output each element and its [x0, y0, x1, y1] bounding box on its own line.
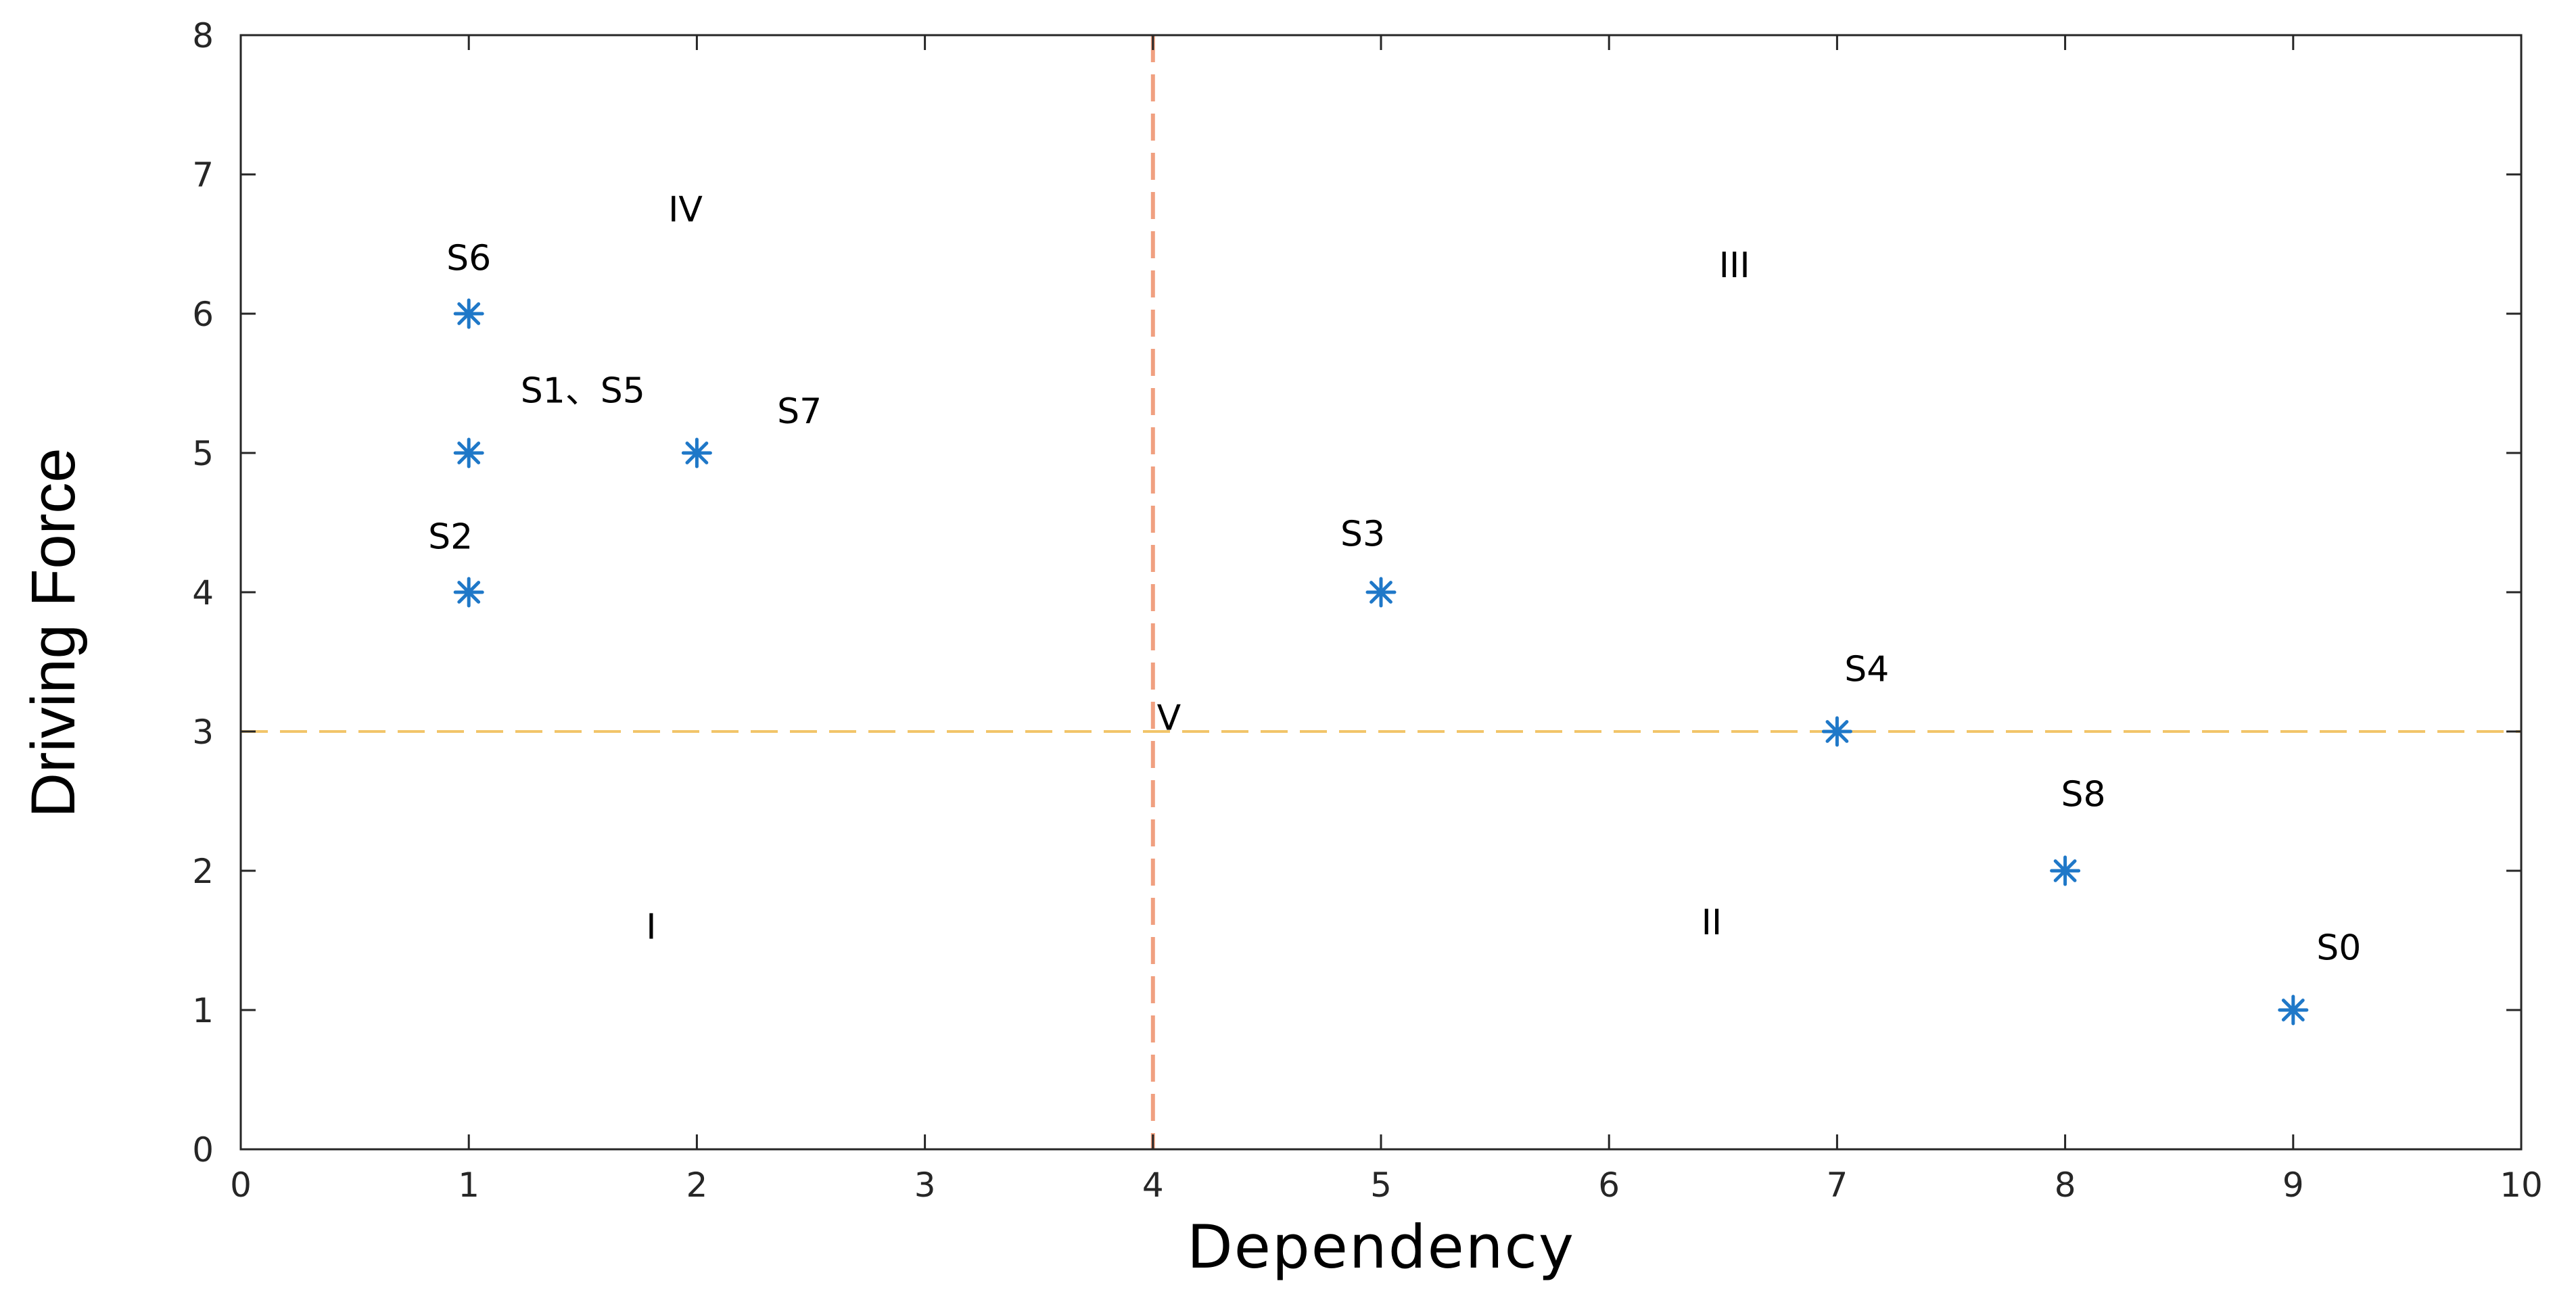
region-label: I — [646, 907, 656, 947]
region-label: III — [1719, 245, 1750, 286]
x-tick-label: 6 — [1598, 1166, 1620, 1205]
point-label: S2 — [428, 517, 473, 558]
y-tick-label: 3 — [192, 713, 214, 752]
data-point — [453, 437, 484, 469]
reference-lines — [241, 35, 2521, 1149]
marker-stroke — [2053, 859, 2077, 882]
point-labels: S6 S1、S5 S7 S2 S3 S4 S8 S0 — [428, 239, 2361, 969]
point-label: S1、S5 — [521, 370, 645, 411]
y-tick-label: 8 — [192, 16, 214, 55]
y-tick-label: 6 — [192, 295, 214, 334]
axis-ticks: 0 1 2 3 4 5 6 7 8 9 10 0 1 2 3 4 5 6 7 8 — [192, 16, 2543, 1205]
y-tick-label: 7 — [192, 155, 214, 195]
data-point — [2050, 855, 2081, 886]
region-label: II — [1702, 903, 1723, 943]
marker-stroke — [457, 302, 481, 325]
marker-stroke — [2281, 999, 2305, 1022]
y-tick-label: 5 — [192, 434, 214, 473]
x-tick-label: 4 — [1142, 1166, 1164, 1205]
marker-stroke — [1369, 581, 1392, 604]
x-tick-label: 9 — [2282, 1166, 2304, 1205]
data-point — [681, 437, 712, 469]
x-tick-label: 5 — [1370, 1166, 1392, 1205]
point-label: S3 — [1340, 514, 1385, 554]
x-tick-label: 3 — [914, 1166, 936, 1205]
point-label: S0 — [2316, 928, 2361, 968]
data-markers — [453, 298, 2309, 1026]
y-tick-label: 2 — [192, 852, 214, 891]
point-label: S6 — [446, 239, 491, 279]
data-point — [1821, 716, 1852, 747]
point-label: S8 — [2061, 775, 2106, 815]
x-tick-label: 7 — [1826, 1166, 1848, 1205]
data-point — [2278, 994, 2309, 1026]
marker-stroke — [1825, 720, 1849, 743]
x-tick-label: 8 — [2055, 1166, 2076, 1205]
region-label: V — [1157, 698, 1181, 738]
y-tick-label: 0 — [192, 1130, 214, 1170]
data-point — [1365, 577, 1397, 608]
x-tick-label: 10 — [2500, 1166, 2543, 1205]
y-tick-label: 1 — [192, 991, 214, 1030]
x-tick-label: 2 — [686, 1166, 707, 1205]
y-tick-label: 4 — [192, 573, 214, 613]
y-axis-label: Driving Force — [19, 448, 88, 817]
marker-stroke — [457, 441, 481, 464]
x-tick-label: 0 — [230, 1166, 252, 1205]
x-tick-label: 1 — [458, 1166, 479, 1205]
marker-stroke — [685, 441, 709, 464]
region-label: IV — [668, 190, 703, 231]
point-label: S4 — [1844, 649, 1889, 690]
x-axis-label: Dependency — [1187, 1212, 1575, 1282]
data-point — [453, 577, 484, 608]
marker-stroke — [457, 581, 481, 604]
point-label: S7 — [777, 391, 822, 432]
data-point — [453, 298, 484, 329]
